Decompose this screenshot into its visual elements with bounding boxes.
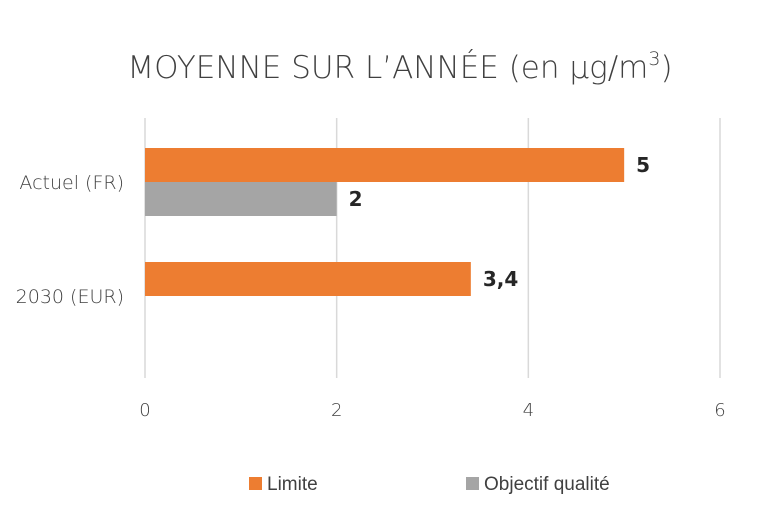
- bar-limite: [145, 262, 471, 296]
- bar-limite: [145, 148, 625, 182]
- chart-title: MOYENNE SUR L’ANNÉE (en µg/m3): [127, 48, 672, 86]
- x-tick-label: 6: [714, 400, 725, 421]
- data-label: 3,4: [483, 267, 518, 291]
- legend-swatch: [466, 477, 479, 490]
- category-label: 2030 (EUR): [16, 286, 124, 308]
- bars: [145, 148, 625, 296]
- chart-title-close: ): [660, 50, 672, 86]
- chart-title-superscript: 3: [648, 48, 660, 70]
- chart-title-main: MOYENNE SUR L’ANNÉE (en µg/m: [127, 50, 648, 86]
- data-label: 5: [636, 153, 650, 177]
- bar-objectif-qualité: [145, 182, 337, 216]
- x-tick-label: 2: [331, 400, 342, 421]
- x-tick-labels: 0 2 4 6: [139, 400, 725, 421]
- category-labels: Actuel (FR) 2030 (EUR): [16, 172, 124, 308]
- legend-label: Objectif qualité: [484, 474, 610, 495]
- x-tick-label: 0: [139, 400, 150, 421]
- legend: Limite Objectif qualité: [249, 474, 610, 495]
- legend-label: Limite: [267, 474, 318, 495]
- x-tick-label: 4: [523, 400, 534, 421]
- data-label: 2: [349, 187, 363, 211]
- category-label: Actuel (FR): [19, 172, 124, 194]
- legend-swatch: [249, 477, 262, 490]
- data-labels: 523,4: [349, 153, 650, 291]
